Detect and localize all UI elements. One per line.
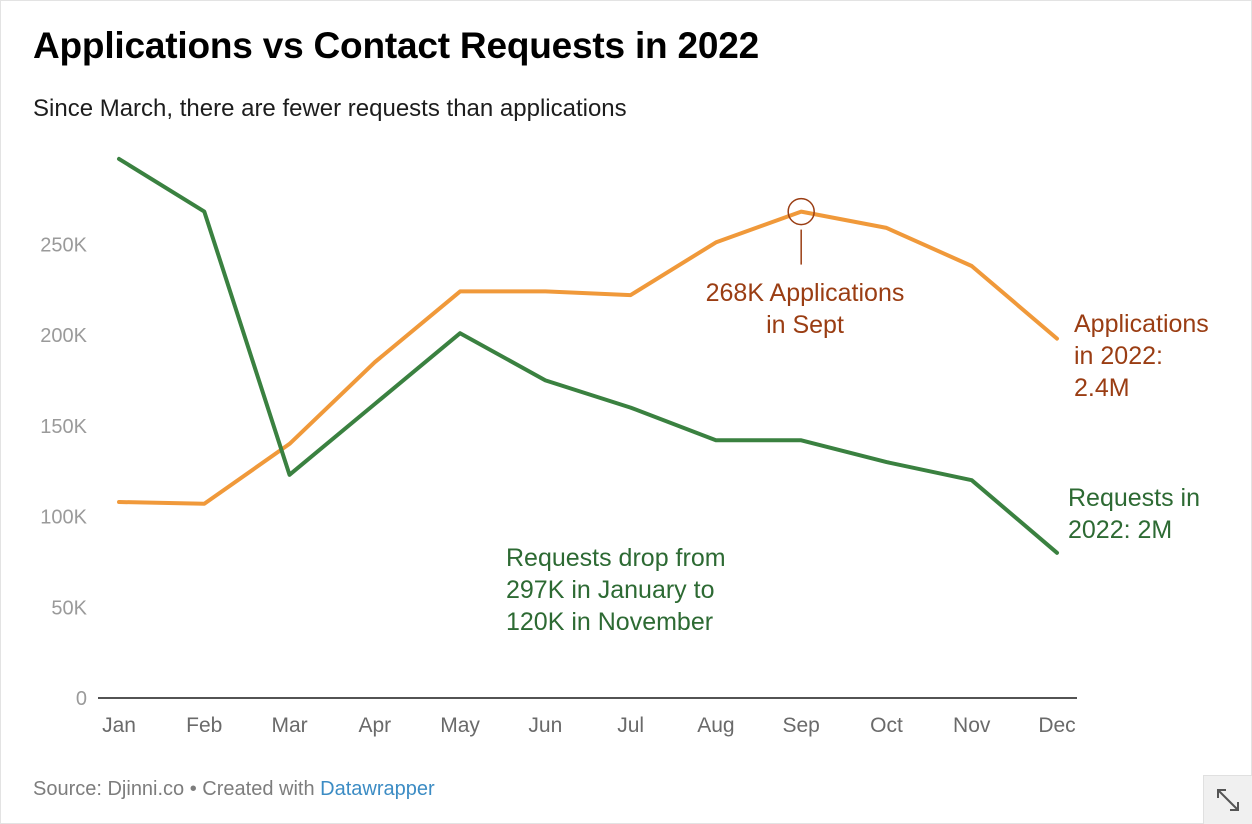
annotation-requests_drop-line: 120K in November — [506, 608, 713, 636]
line-chart: 0 50K 100K 150K 200K 250K Jan Feb Mar Apr May Jun Ju… — [40, 156, 1209, 737]
y-tick-label: 50K — [51, 597, 87, 619]
source-text: Source: Djinni.co • Created with — [33, 778, 321, 800]
annotation-applications_total-line: Applications — [1074, 310, 1209, 338]
annotation-requests_total-line: Requests in — [1068, 484, 1200, 512]
chart-title: Applications vs Contact Requests in 2022 — [33, 25, 760, 66]
requests-line — [117, 156, 1059, 555]
expand-button[interactable] — [1203, 775, 1252, 824]
datawrapper-link[interactable]: Datawrapper — [320, 778, 435, 800]
annotation-applications_total-line: in 2022: — [1074, 342, 1163, 370]
y-tick-label: 250K — [40, 234, 87, 256]
y-tick-label: 0 — [76, 688, 87, 710]
peak-marker-circle — [787, 197, 815, 226]
annotation-applications_total-line: 2.4M — [1074, 374, 1130, 402]
x-tick-label: Dec — [1038, 714, 1075, 737]
x-tick-label: May — [440, 714, 480, 737]
x-tick-label: Jul — [617, 714, 644, 737]
annotation-requests_drop-line: 297K in January to — [506, 576, 714, 604]
x-tick-label: Mar — [271, 714, 307, 737]
x-tick-label: Oct — [870, 714, 903, 737]
x-tick-label: Nov — [953, 714, 991, 737]
x-tick-label: Sep — [782, 714, 819, 737]
chart-subtitle: Since March, there are fewer requests th… — [33, 95, 627, 122]
x-tick-label: Feb — [186, 714, 222, 737]
annotation-requests_total-line: 2022: 2M — [1068, 516, 1172, 544]
x-tick-label: Jun — [528, 714, 562, 737]
x-tick-label: Jan — [102, 714, 136, 737]
y-tick-label: 200K — [40, 325, 87, 347]
y-tick-label: 100K — [40, 507, 87, 529]
applications-line — [117, 209, 1059, 506]
annotation-peak-line: in Sept — [766, 311, 844, 339]
x-tick-label: Apr — [358, 714, 391, 737]
x-tick-label: Aug — [697, 714, 734, 737]
expand-icon — [1217, 789, 1239, 811]
annotation-requests_drop-line: Requests drop from — [506, 544, 726, 572]
chart-footer: Source: Djinni.co • Created with Datawra… — [33, 778, 435, 801]
y-tick-label: 150K — [40, 416, 87, 438]
annotation-peak-line: 268K Applications — [706, 279, 905, 307]
